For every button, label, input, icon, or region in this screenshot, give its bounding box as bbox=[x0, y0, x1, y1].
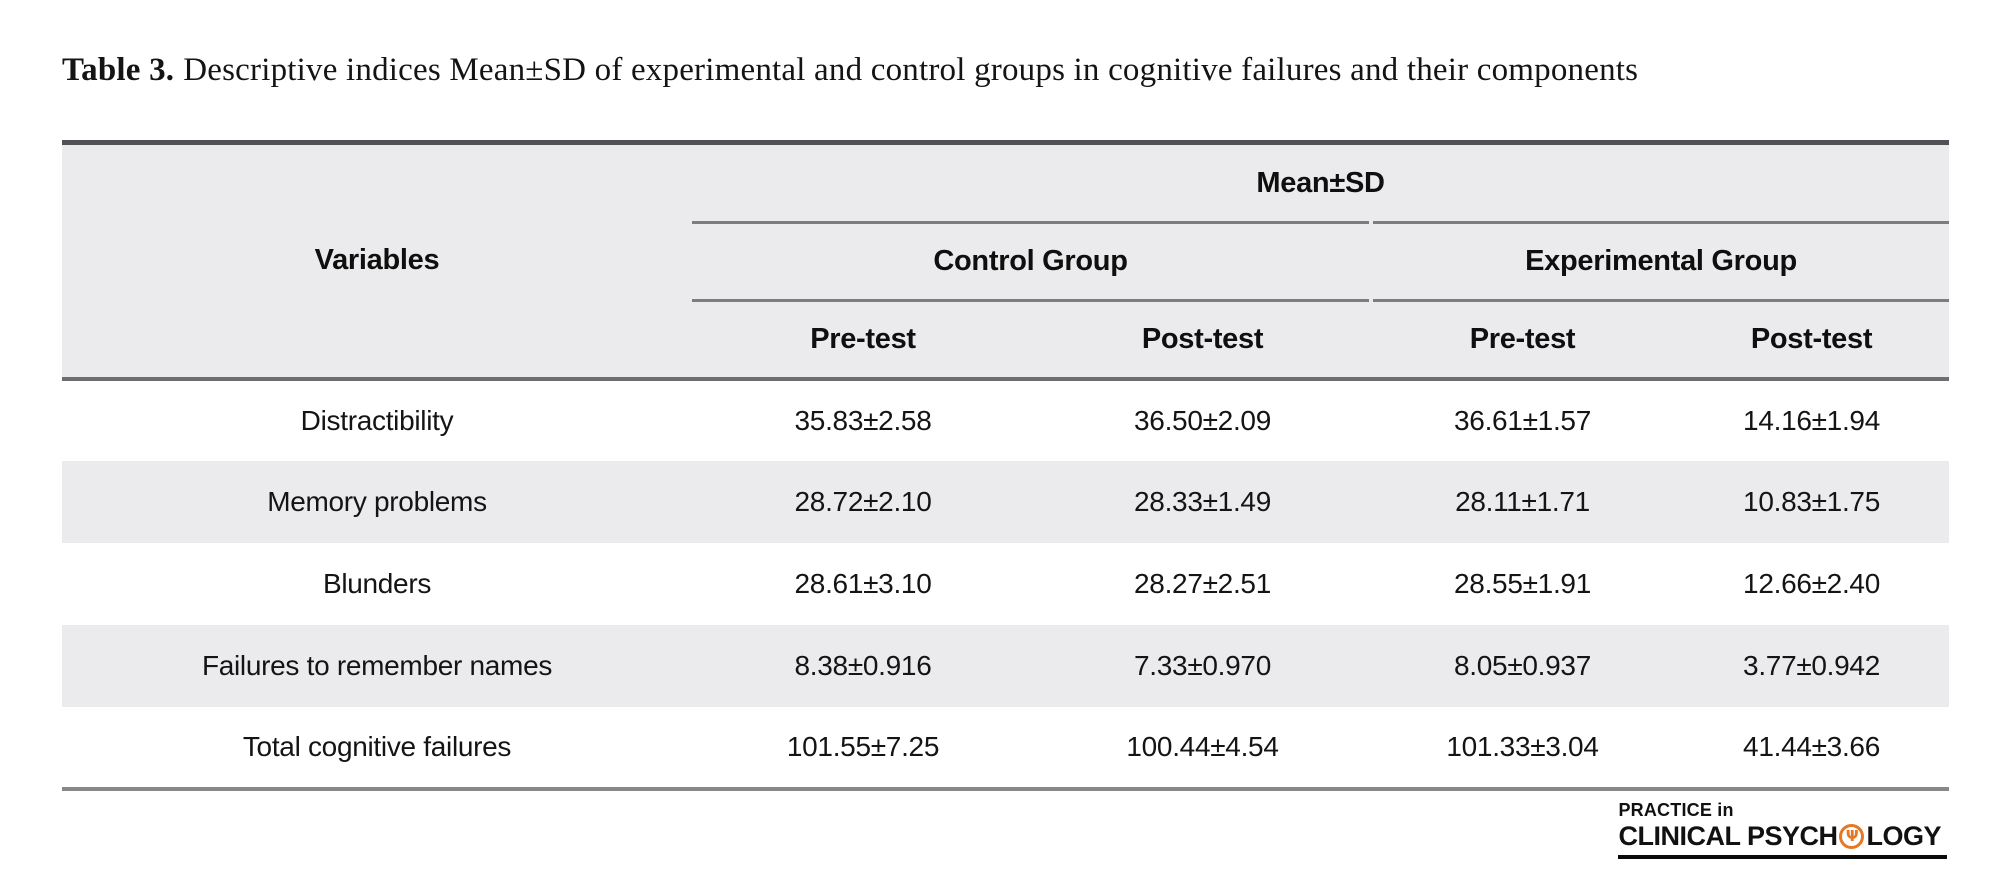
experimental-group-header: Experimental Group bbox=[1368, 222, 1950, 302]
value-cell: 14.16±1.94 bbox=[1674, 376, 1950, 461]
variables-header: Variables bbox=[62, 142, 692, 379]
logo-clinical-psychology: CLINICAL PSYCH Ψ LOGY bbox=[1618, 820, 1941, 852]
value-cell: 12.66±2.40 bbox=[1674, 542, 1950, 625]
value-cell: 36.50±2.09 bbox=[1034, 376, 1371, 461]
control-posttest-header: Post-test bbox=[1034, 300, 1371, 379]
value-cell: 7.33±0.970 bbox=[1034, 624, 1371, 707]
value-cell: 28.55±1.91 bbox=[1371, 542, 1674, 625]
logo-text-pre: CLINICAL PSYCH bbox=[1618, 820, 1838, 851]
value-cell: 28.72±2.10 bbox=[692, 460, 1034, 543]
experimental-pretest-header: Pre-test bbox=[1371, 300, 1674, 379]
data-table: Variables Mean±SD Control Group Experime… bbox=[62, 140, 1950, 791]
table-row-failures-to-remember-names: Failures to remember names 8.38±0.916 7.… bbox=[62, 624, 1950, 707]
table-caption-text: Descriptive indices Mean±SD of experimen… bbox=[183, 52, 1639, 88]
table-caption-label: Table 3. bbox=[62, 52, 175, 88]
value-cell: 28.33±1.49 bbox=[1034, 460, 1371, 543]
variable-cell: Memory problems bbox=[62, 460, 692, 543]
value-cell: 8.38±0.916 bbox=[692, 624, 1034, 707]
experimental-posttest-header: Post-test bbox=[1674, 300, 1950, 379]
value-cell: 100.44±4.54 bbox=[1034, 706, 1371, 791]
variable-cell: Distractibility bbox=[62, 376, 692, 461]
logo-practice-in: PRACTICE in bbox=[1618, 800, 1734, 820]
header-row-subtests: Pre-test Post-test Pre-test Post-test bbox=[62, 300, 1950, 379]
variable-cell: Total cognitive failures bbox=[62, 706, 692, 791]
variable-cell: Failures to remember names bbox=[62, 624, 692, 707]
table-caption: Table 3. Descriptive indices Mean±SD of e… bbox=[62, 52, 1638, 89]
logo-text-post: LOGY bbox=[1866, 820, 1941, 851]
value-cell: 101.55±7.25 bbox=[692, 706, 1034, 791]
value-cell: 101.33±3.04 bbox=[1371, 706, 1674, 791]
table-row-total-cognitive-failures: Total cognitive failures 101.55±7.25 100… bbox=[62, 706, 1950, 791]
header-row-mean-sd: Variables Mean±SD bbox=[62, 142, 1950, 379]
header-row-groups: Control Group Experimental Group bbox=[62, 222, 1950, 302]
value-cell: 10.83±1.75 bbox=[1674, 460, 1950, 543]
control-pretest-header: Pre-test bbox=[692, 300, 1034, 379]
table-row-distractibility: Distractibility 35.83±2.58 36.50±2.09 36… bbox=[62, 376, 1950, 461]
value-cell: 35.83±2.58 bbox=[692, 376, 1034, 461]
variable-cell: Blunders bbox=[62, 542, 692, 625]
psi-icon: Ψ bbox=[1845, 827, 1859, 846]
value-cell: 36.61±1.57 bbox=[1371, 376, 1674, 461]
value-cell: 8.05±0.937 bbox=[1371, 624, 1674, 707]
value-cell: 28.27±2.51 bbox=[1034, 542, 1371, 625]
journal-logo: PRACTICE in CLINICAL PSYCH Ψ LOGY bbox=[1618, 800, 1947, 860]
table-header: Variables Mean±SD Control Group Experime… bbox=[62, 142, 1950, 379]
value-cell: 3.77±0.942 bbox=[1674, 624, 1950, 707]
mean-sd-header: Mean±SD bbox=[692, 142, 1950, 224]
table-body: Distractibility 35.83±2.58 36.50±2.09 36… bbox=[62, 376, 1950, 791]
value-cell: 28.61±3.10 bbox=[692, 542, 1034, 625]
control-group-header: Control Group bbox=[692, 222, 1371, 302]
table-row-memory-problems: Memory problems 28.72±2.10 28.33±1.49 28… bbox=[62, 460, 1950, 543]
value-cell: 41.44±3.66 bbox=[1674, 706, 1950, 791]
value-cell: 28.11±1.71 bbox=[1371, 460, 1674, 543]
psi-circle-icon: Ψ bbox=[1839, 824, 1865, 850]
table-row-blunders: Blunders 28.61±3.10 28.27±2.51 28.55±1.9… bbox=[62, 542, 1950, 625]
